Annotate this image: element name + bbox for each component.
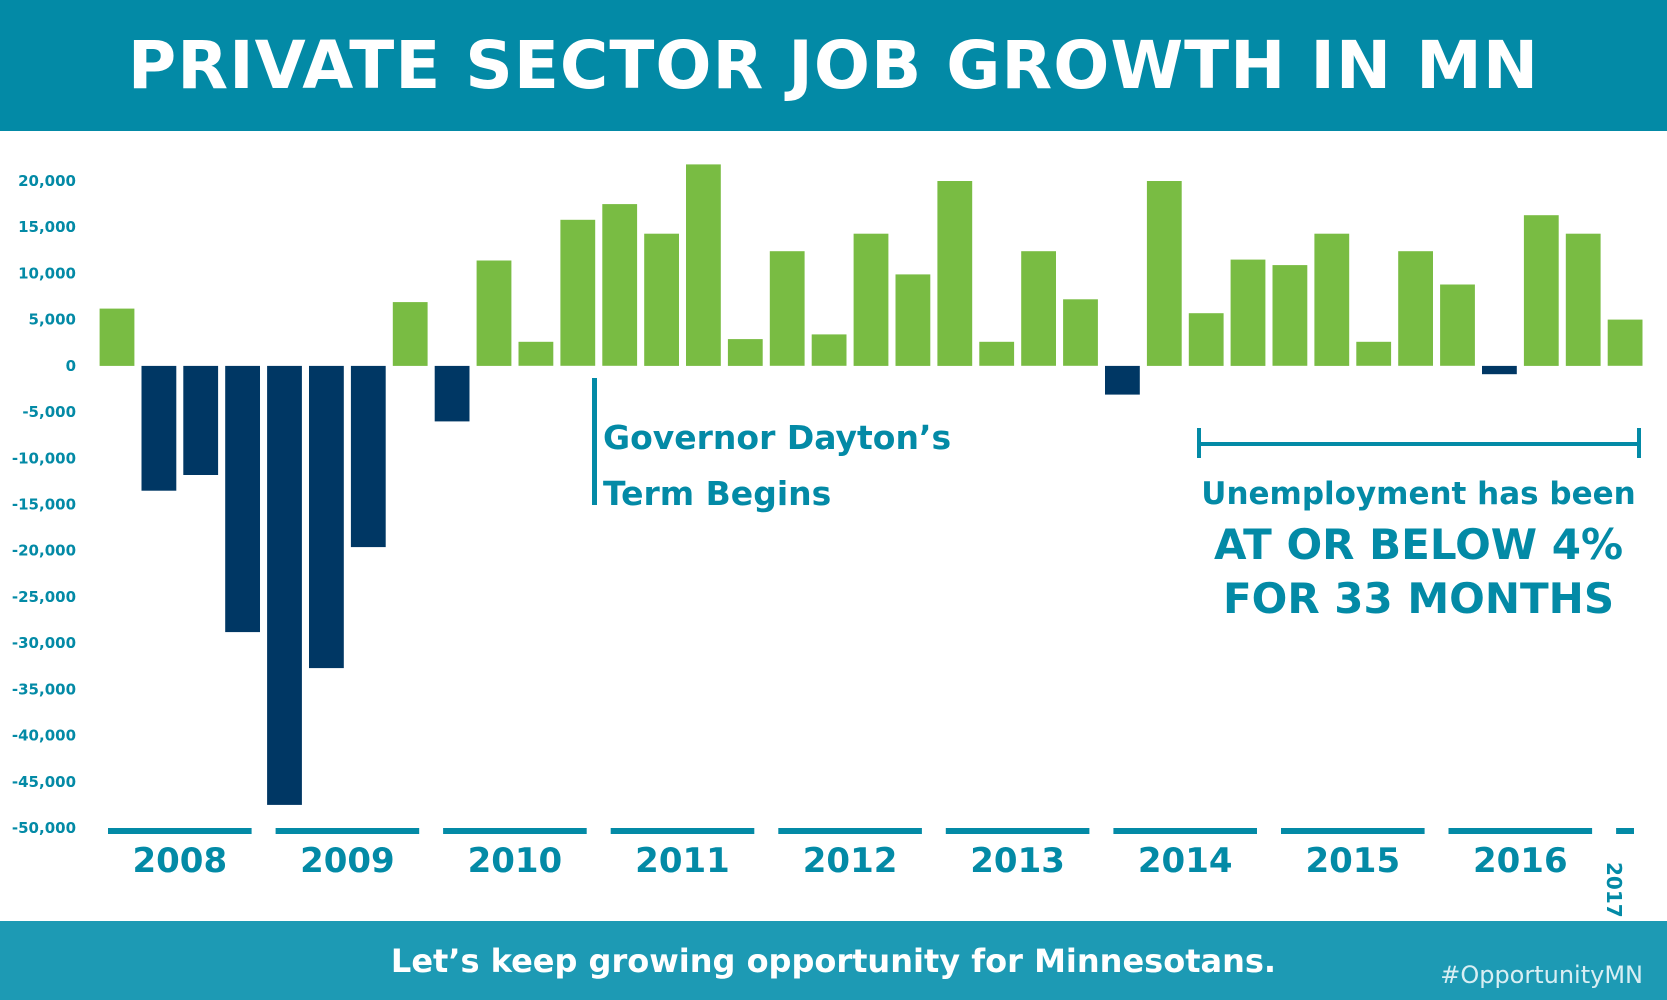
year-label: 2013	[970, 841, 1065, 881]
bar	[1105, 365, 1140, 395]
year-axis-segment	[443, 828, 587, 834]
bar	[1356, 341, 1392, 366]
bar	[267, 365, 302, 805]
y-tick-label: -45,000	[12, 773, 76, 791]
footer-banner: Let’s keep growing opportunity for Minne…	[0, 921, 1667, 1000]
bar	[560, 219, 596, 366]
bar	[476, 260, 512, 366]
bar	[727, 339, 763, 366]
y-tick-label: -30,000	[12, 634, 76, 652]
y-tick-label: -5,000	[22, 403, 76, 421]
unemployment-annotation-line3: FOR 33 MONTHS	[1222, 574, 1615, 623]
bar	[1063, 299, 1098, 366]
year-axis-segment	[275, 828, 420, 834]
y-tick-label: -25,000	[12, 588, 76, 606]
y-tick-label: -35,000	[12, 680, 76, 698]
bar	[225, 365, 260, 633]
bar	[1607, 319, 1643, 366]
bar	[853, 233, 889, 366]
year-axis-segment	[108, 828, 252, 834]
bar	[937, 181, 973, 366]
y-tick-label: 0	[66, 357, 76, 375]
job-growth-chart: 20,000 15,000 10,000 5,000 0 -5,000 -10,000 -15…	[12, 164, 1643, 918]
dayton-annotation: Governor Dayton’s Term Begins	[603, 410, 951, 522]
bar	[518, 341, 554, 366]
bar	[183, 365, 219, 475]
unemployment-bracket	[1197, 428, 1641, 458]
year-label: 2009	[300, 841, 395, 881]
y-tick-label: 10,000	[18, 264, 76, 282]
footer-message: Let’s keep growing opportunity for Minne…	[390, 941, 1277, 980]
bar	[1565, 233, 1601, 366]
y-tick-label: 5,000	[29, 311, 76, 329]
year-axis-segment	[1448, 828, 1593, 834]
y-tick-label: -20,000	[12, 542, 76, 560]
bar	[392, 302, 428, 366]
bar	[1188, 313, 1224, 366]
dayton-marker-line	[592, 378, 597, 505]
page-title: PRIVATE SECTOR JOB GROWTH IN MN	[127, 27, 1540, 104]
y-tick-label: 15,000	[18, 218, 76, 236]
dayton-annotation-line2: Term Begins	[603, 474, 832, 513]
bar	[895, 274, 931, 366]
year-axis-segment	[1281, 828, 1425, 834]
bar	[99, 308, 135, 366]
bar	[1440, 284, 1475, 366]
bar	[979, 341, 1015, 366]
bar	[1021, 251, 1056, 366]
bar	[1523, 215, 1559, 366]
unemployment-annotation-line1: Unemployment has been	[1201, 476, 1636, 512]
bar	[769, 251, 805, 366]
bar	[1230, 259, 1266, 366]
year-label: 2010	[468, 841, 563, 881]
header-banner: PRIVATE SECTOR JOB GROWTH IN MN	[0, 0, 1667, 131]
y-tick-label: -40,000	[12, 727, 76, 745]
bar	[644, 233, 679, 366]
year-axis-segment	[610, 828, 755, 834]
bar	[811, 334, 847, 366]
year-label: 2008	[132, 841, 227, 881]
year-label: 2015	[1305, 841, 1400, 881]
year-label: 2017	[1602, 862, 1626, 918]
bar	[434, 365, 470, 422]
bar	[1482, 365, 1517, 375]
y-tick-label: -50,000	[12, 819, 76, 837]
unemployment-annotation: Unemployment has been AT OR BELOW 4% FOR…	[1195, 470, 1642, 626]
year-label: 2012	[803, 841, 898, 881]
dayton-annotation-line1: Governor Dayton’s	[603, 418, 952, 457]
year-axis-segment	[1113, 828, 1257, 834]
bar	[141, 365, 177, 491]
bar	[1398, 251, 1433, 366]
hashtag-label: #OpportunityMN	[1440, 961, 1643, 989]
year-label: 2011	[635, 841, 730, 881]
year-axis-segment	[945, 828, 1090, 834]
bar	[602, 204, 638, 366]
y-tick-label: -10,000	[12, 449, 76, 467]
y-tick-label: -15,000	[12, 496, 76, 514]
year-label: 2016	[1473, 841, 1568, 881]
bar	[686, 164, 721, 366]
unemployment-annotation-line2: AT OR BELOW 4%	[1213, 520, 1624, 569]
bar	[309, 365, 344, 669]
bar	[1272, 265, 1308, 366]
year-axis-segment	[778, 828, 922, 834]
year-label: 2014	[1138, 841, 1233, 881]
y-tick-label: 20,000	[18, 172, 76, 190]
bar	[350, 365, 386, 548]
bar	[1314, 233, 1350, 366]
bar	[1146, 181, 1182, 366]
year-axis-segment	[1616, 828, 1634, 834]
